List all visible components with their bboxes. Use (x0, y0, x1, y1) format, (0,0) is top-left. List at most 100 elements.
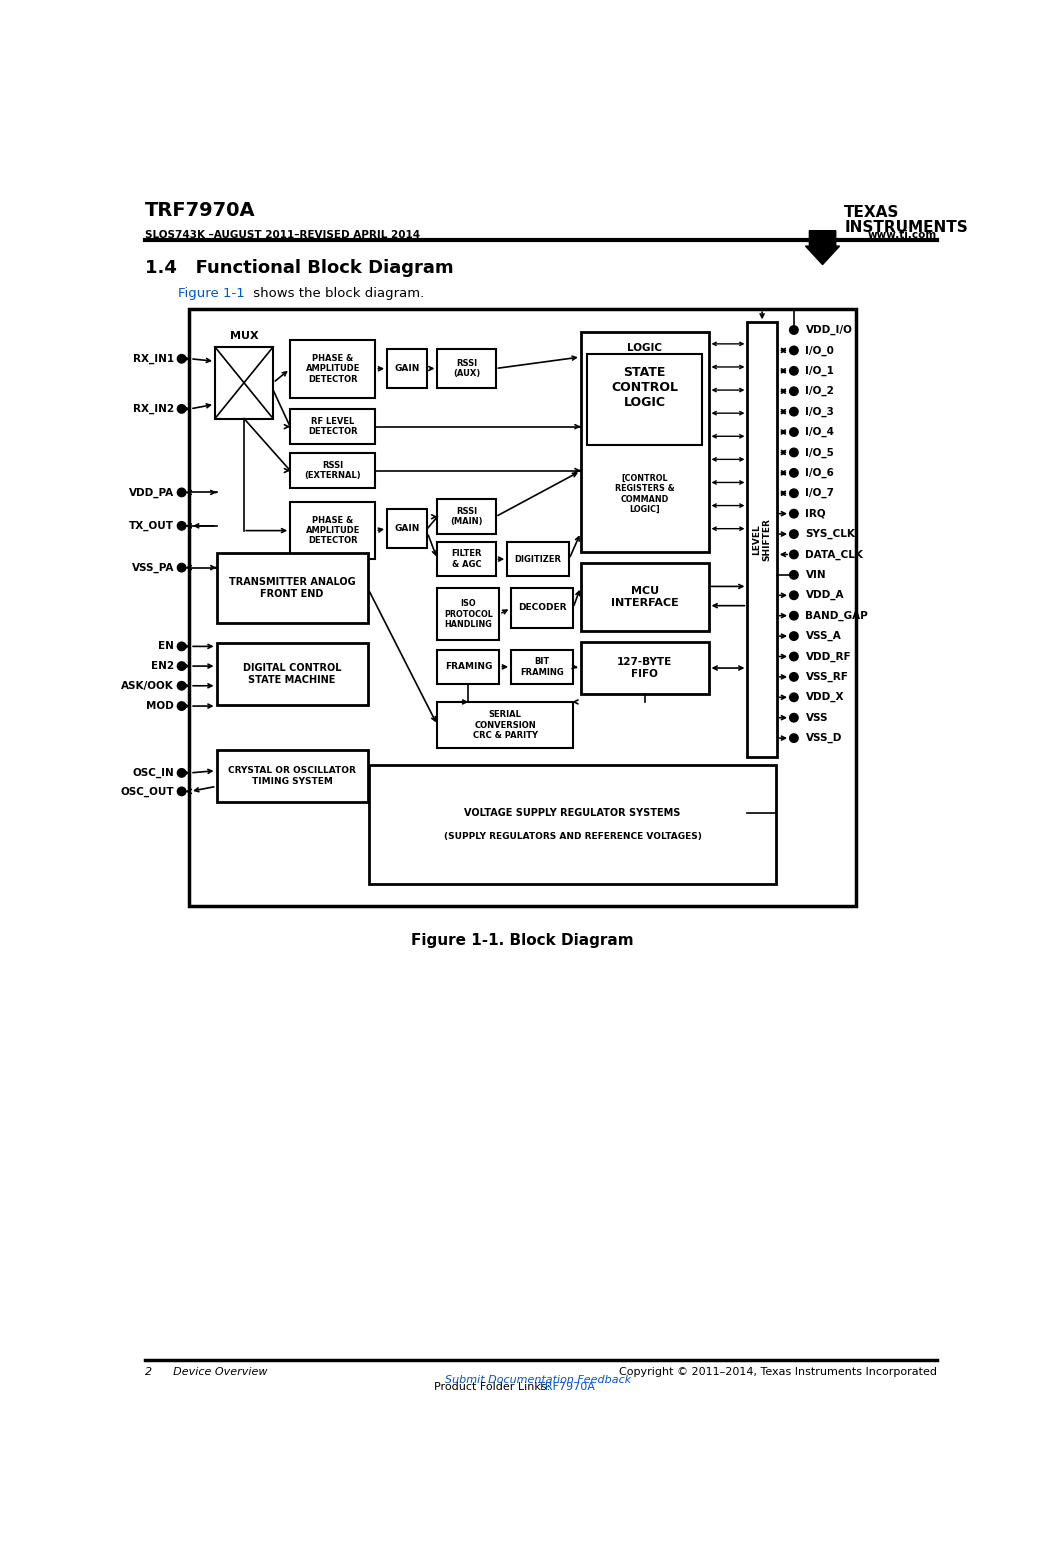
Polygon shape (805, 231, 840, 264)
Bar (290, 453, 376, 488)
Circle shape (790, 713, 798, 722)
Text: BIT
FRAMING: BIT FRAMING (520, 656, 564, 677)
Bar (438, 349, 496, 388)
Text: VDD_PA: VDD_PA (129, 488, 174, 497)
Text: FILTER
& AGC: FILTER & AGC (452, 549, 482, 569)
Text: VDD_X: VDD_X (805, 692, 844, 702)
Text: VDD_I/O: VDD_I/O (805, 325, 853, 334)
Text: VSS: VSS (805, 713, 828, 722)
Text: I/O_7: I/O_7 (805, 488, 835, 499)
Text: (SUPPLY REGULATORS AND REFERENCE VOLTAGES): (SUPPLY REGULATORS AND REFERENCE VOLTAGE… (444, 832, 701, 841)
Text: LEVEL
SHIFTER: LEVEL SHIFTER (753, 519, 772, 561)
Circle shape (177, 681, 186, 689)
Bar (370, 764, 776, 885)
Text: VOLTAGE SUPPLY REGULATOR SYSTEMS: VOLTAGE SUPPLY REGULATOR SYSTEMS (464, 808, 680, 817)
Text: SERIAL
CONVERSION
CRC & PARITY: SERIAL CONVERSION CRC & PARITY (472, 710, 538, 739)
Bar (215, 347, 273, 419)
Text: PHASE &
AMPLITUDE
DETECTOR: PHASE & AMPLITUDE DETECTOR (306, 353, 360, 384)
Bar (438, 650, 500, 685)
Text: VIN: VIN (805, 570, 826, 580)
Text: RSSI
(AUX): RSSI (AUX) (453, 359, 480, 378)
Circle shape (790, 325, 798, 334)
Text: FRAMING: FRAMING (445, 663, 492, 672)
Text: SYS_CLK: SYS_CLK (805, 528, 856, 539)
Bar (290, 502, 376, 560)
Circle shape (177, 642, 186, 650)
Text: TX_OUT: TX_OUT (129, 520, 174, 531)
Circle shape (790, 469, 798, 477)
Circle shape (790, 611, 798, 621)
Circle shape (790, 510, 798, 517)
Text: DIGITAL CONTROL
STATE MACHINE: DIGITAL CONTROL STATE MACHINE (243, 663, 341, 685)
Text: GAIN: GAIN (395, 524, 420, 533)
Text: I/O_1: I/O_1 (805, 366, 835, 377)
Text: IRQ: IRQ (805, 508, 826, 519)
Circle shape (177, 702, 186, 710)
Text: TRF7970A: TRF7970A (145, 202, 256, 220)
Circle shape (790, 449, 798, 456)
Circle shape (177, 488, 186, 497)
Circle shape (177, 563, 186, 572)
Text: RF LEVEL
DETECTOR: RF LEVEL DETECTOR (308, 417, 358, 436)
Bar (511, 650, 573, 685)
Text: 1.4   Functional Block Diagram: 1.4 Functional Block Diagram (145, 259, 454, 277)
Text: LOGIC: LOGIC (627, 344, 663, 353)
Bar (216, 644, 368, 705)
Bar (438, 542, 496, 577)
Bar (438, 500, 496, 535)
Text: Submit Documentation Feedback: Submit Documentation Feedback (445, 1374, 631, 1385)
Bar (581, 642, 709, 694)
Text: VSS_D: VSS_D (805, 733, 842, 744)
Circle shape (790, 345, 798, 355)
Text: DIGITIZER: DIGITIZER (514, 555, 562, 564)
Circle shape (790, 489, 798, 497)
Text: EN: EN (158, 641, 174, 652)
Bar (216, 553, 368, 622)
Text: I/O_3: I/O_3 (805, 406, 835, 417)
Circle shape (790, 367, 798, 375)
Text: EN2: EN2 (151, 661, 174, 671)
Circle shape (790, 428, 798, 436)
Text: TRANSMITTER ANALOG
FRONT END: TRANSMITTER ANALOG FRONT END (229, 577, 355, 599)
Text: I/O_0: I/O_0 (805, 345, 835, 355)
Text: MCU
INTERFACE: MCU INTERFACE (611, 586, 678, 608)
Text: RX_IN1: RX_IN1 (132, 353, 174, 364)
Text: STATE
CONTROL
LOGIC: STATE CONTROL LOGIC (611, 366, 678, 410)
Text: shows the block diagram.: shows the block diagram. (249, 288, 424, 300)
Text: ASK/OOK: ASK/OOK (121, 681, 174, 691)
Text: MUX: MUX (230, 331, 258, 341)
Text: ISO
PROTOCOL
HANDLING: ISO PROTOCOL HANDLING (444, 599, 492, 628)
Text: [CONTROL
REGISTERS &
COMMAND
LOGIC]: [CONTROL REGISTERS & COMMAND LOGIC] (615, 474, 674, 514)
Circle shape (177, 522, 186, 530)
Text: RSSI
(MAIN): RSSI (MAIN) (450, 506, 483, 527)
Circle shape (790, 408, 798, 416)
Text: GAIN: GAIN (395, 364, 420, 374)
Circle shape (790, 652, 798, 661)
Bar (748, 322, 777, 758)
Text: DECODER: DECODER (518, 603, 566, 613)
Text: VDD_A: VDD_A (805, 591, 844, 600)
Bar (290, 341, 376, 397)
Circle shape (177, 788, 186, 796)
Circle shape (790, 672, 798, 681)
Text: Product Folder Links:: Product Folder Links: (434, 1382, 553, 1393)
Text: www.ti.com: www.ti.com (868, 230, 938, 241)
Circle shape (790, 530, 798, 538)
Bar (511, 588, 573, 628)
Text: VSS_PA: VSS_PA (131, 563, 174, 572)
Text: BAND_GAP: BAND_GAP (805, 611, 868, 621)
Circle shape (790, 631, 798, 641)
Text: Figure 1-1. Block Diagram: Figure 1-1. Block Diagram (412, 933, 634, 949)
Bar (581, 333, 709, 552)
Circle shape (790, 735, 798, 742)
Circle shape (177, 405, 186, 413)
Bar (189, 309, 856, 907)
Text: OSC_OUT: OSC_OUT (121, 786, 174, 797)
Text: Copyright © 2011–2014, Texas Instruments Incorporated: Copyright © 2011–2014, Texas Instruments… (620, 1366, 938, 1377)
Bar (587, 353, 702, 445)
Text: RX_IN2: RX_IN2 (132, 403, 174, 414)
Text: DATA_CLK: DATA_CLK (805, 549, 863, 560)
Text: RSSI
(EXTERNAL): RSSI (EXTERNAL) (304, 461, 361, 480)
Circle shape (790, 692, 798, 702)
Text: TEXAS: TEXAS (844, 205, 900, 220)
